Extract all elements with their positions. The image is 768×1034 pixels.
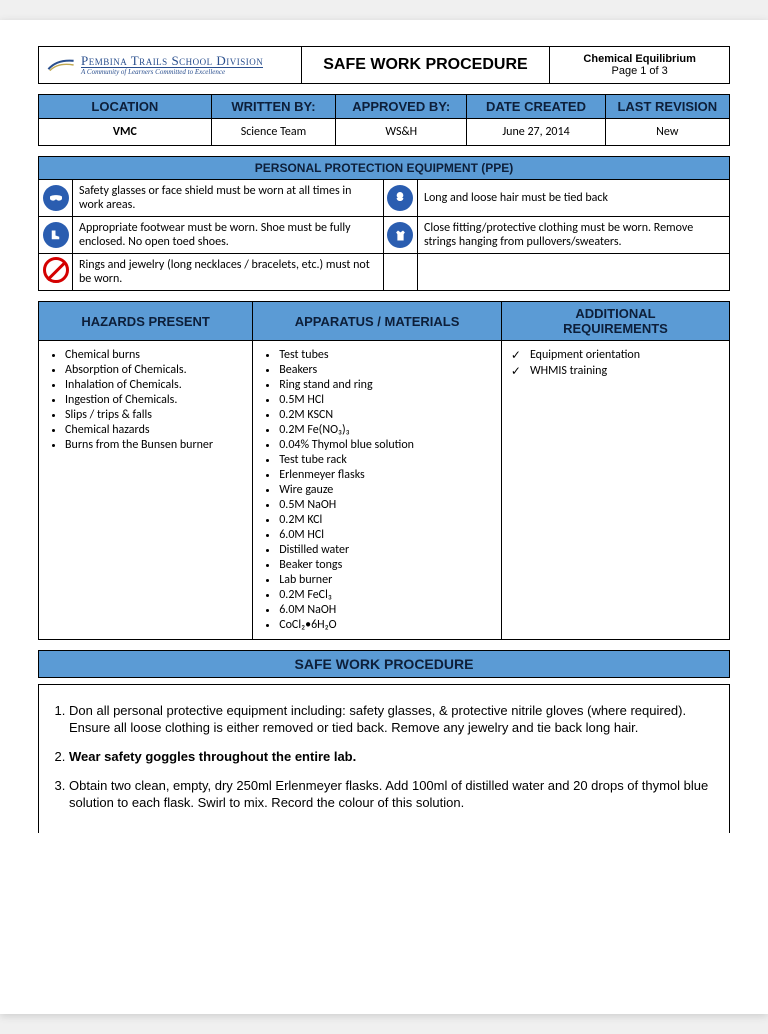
list-item: Distilled water: [279, 543, 493, 557]
ppe-text: Close fitting/protective clothing must b…: [417, 217, 729, 254]
hazards-header: HAZARDS PRESENT: [39, 302, 253, 341]
doc-subject: Chemical Equilibrium: [558, 53, 721, 65]
list-item: 0.2M Fe(NO₃)₃: [279, 423, 493, 437]
boot-icon: [43, 222, 69, 248]
list-item: Burns from the Bunsen burner: [65, 438, 244, 452]
list-item: 6.0M HCl: [279, 528, 493, 542]
location-value: VMC: [39, 119, 212, 146]
page-number: Page 1 of 3: [612, 65, 668, 77]
check-icon: ✓: [510, 348, 522, 363]
logo-subtitle: A Community of Learners Committed to Exc…: [81, 67, 263, 76]
ppe-title: PERSONAL PROTECTION EQUIPMENT (PPE): [39, 157, 730, 180]
list-item: Test tube rack: [279, 453, 493, 467]
ppe-text: Safety glasses or face shield must be wo…: [73, 180, 384, 217]
reqs-cell: ✓Equipment orientation✓WHMIS training: [501, 341, 729, 640]
prohibit-icon: [43, 257, 69, 283]
logo: Pembina Trails School Division A Communi…: [47, 54, 293, 77]
approvedby-header: APPROVED BY:: [336, 95, 467, 119]
req-item: ✓Equipment orientation: [510, 348, 721, 363]
ppe-row: Appropriate footwear must be worn. Shoe …: [39, 217, 730, 254]
list-item: 0.2M KCl: [279, 513, 493, 527]
list-item: Lab burner: [279, 573, 493, 587]
swp-body-table: Don all personal protective equipment in…: [38, 684, 730, 833]
apparatus-cell: Test tubesBeakersRing stand and ring0.5M…: [253, 341, 502, 640]
ppe-row: Rings and jewelry (long necklaces / brac…: [39, 254, 730, 291]
list-item: 0.5M HCl: [279, 393, 493, 407]
list-item: CoCl₂•6H₂O: [279, 618, 493, 632]
list-item: Ingestion of Chemicals.: [65, 393, 244, 407]
ppe-text: Long and loose hair must be tied back: [417, 180, 729, 217]
info-table: LOCATION WRITTEN BY: APPROVED BY: DATE C…: [38, 94, 730, 146]
ppe-text: Appropriate footwear must be worn. Shoe …: [73, 217, 384, 254]
ppe-text: [417, 254, 729, 291]
req-item: ✓WHMIS training: [510, 364, 721, 379]
header-table: Pembina Trails School Division A Communi…: [38, 46, 730, 84]
list-item: Chemical burns: [65, 348, 244, 362]
swp-step: Obtain two clean, empty, dry 250ml Erlen…: [69, 778, 721, 812]
approvedby-value: WS&H: [336, 119, 467, 146]
list-item: Inhalation of Chemicals.: [65, 378, 244, 392]
ppe-table: PERSONAL PROTECTION EQUIPMENT (PPE) Safe…: [38, 156, 730, 291]
list-item: Slips / trips & falls: [65, 408, 244, 422]
lastrevision-header: LAST REVISION: [605, 95, 729, 119]
writtenby-value: Science Team: [211, 119, 335, 146]
list-item: Absorption of Chemicals.: [65, 363, 244, 377]
three-col-table: HAZARDS PRESENT APPARATUS / MATERIALS AD…: [38, 301, 730, 640]
writtenby-header: WRITTEN BY:: [211, 95, 335, 119]
logo-title: Pembina Trails School Division: [81, 54, 263, 68]
reqs-header: ADDITIONALREQUIREMENTS: [501, 302, 729, 341]
list-item: Beaker tongs: [279, 558, 493, 572]
list-item: 0.04% Thymol blue solution: [279, 438, 493, 452]
list-item: Beakers: [279, 363, 493, 377]
list-item: 0.2M FeCl₃: [279, 588, 493, 602]
datecreated-value: June 27, 2014: [467, 119, 605, 146]
goggles-icon: [43, 185, 69, 211]
ppe-text: Rings and jewelry (long necklaces / brac…: [73, 254, 384, 291]
doc-title: SAFE WORK PROCEDURE: [301, 47, 550, 84]
clothing-icon: [387, 222, 413, 248]
list-item: 6.0M NaOH: [279, 603, 493, 617]
swp-step: Don all personal protective equipment in…: [69, 703, 721, 737]
list-item: Chemical hazards: [65, 423, 244, 437]
swp-table: SAFE WORK PROCEDURE: [38, 650, 730, 678]
apparatus-header: APPARATUS / MATERIALS: [253, 302, 502, 341]
list-item: Erlenmeyer flasks: [279, 468, 493, 482]
swp-title: SAFE WORK PROCEDURE: [39, 651, 730, 678]
swp-step: Wear safety goggles throughout the entir…: [69, 749, 721, 766]
location-header: LOCATION: [39, 95, 212, 119]
page: Pembina Trails School Division A Communi…: [0, 20, 768, 1014]
list-item: 0.2M KSCN: [279, 408, 493, 422]
lastrevision-value: New: [605, 119, 729, 146]
list-item: Test tubes: [279, 348, 493, 362]
ppe-row: Safety glasses or face shield must be wo…: [39, 180, 730, 217]
check-icon: ✓: [510, 364, 522, 379]
list-item: Wire gauze: [279, 483, 493, 497]
logo-swoosh-icon: [47, 54, 75, 76]
hair-icon: [387, 185, 413, 211]
list-item: 0.5M NaOH: [279, 498, 493, 512]
datecreated-header: DATE CREATED: [467, 95, 605, 119]
list-item: Ring stand and ring: [279, 378, 493, 392]
hazards-cell: Chemical burnsAbsorption of Chemicals.In…: [39, 341, 253, 640]
